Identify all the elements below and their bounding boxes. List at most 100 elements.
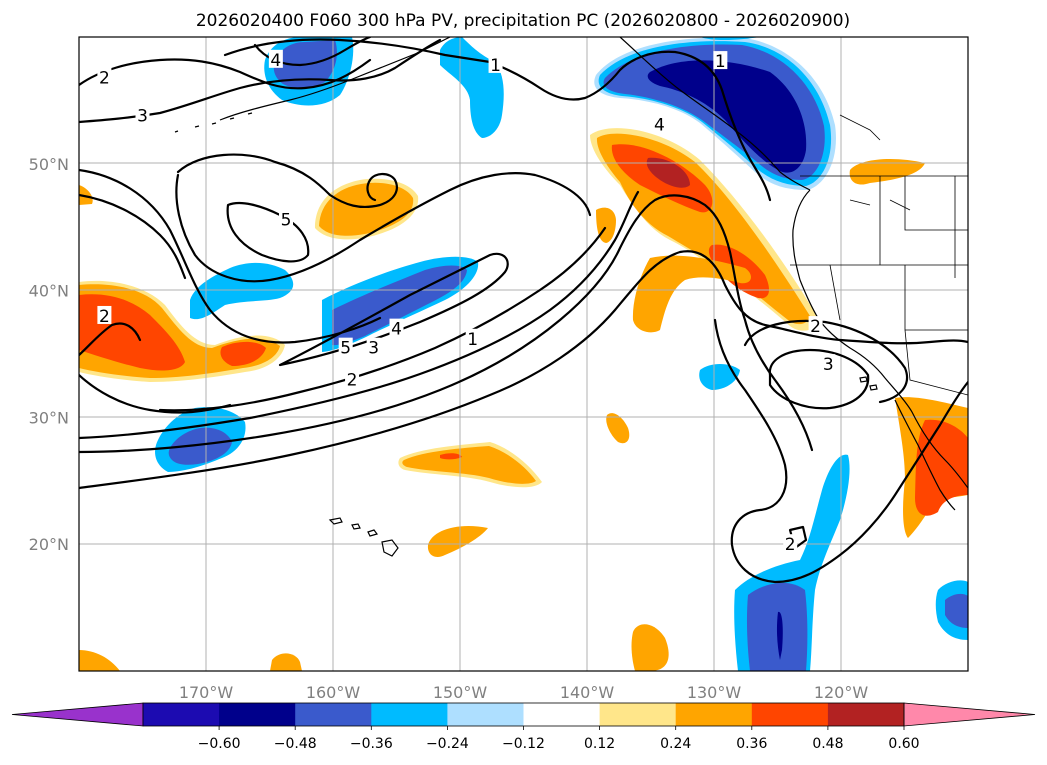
contour-label-halo: [821, 354, 836, 373]
colorbar-tick-label: 0.12: [584, 736, 615, 752]
pv-contour-trough-2: [713, 318, 968, 584]
pv-contour-cutoff-2: [743, 319, 908, 404]
political-borders: [790, 114, 968, 396]
pv-contour-5-loop: [176, 153, 398, 209]
border-states-2: [839, 114, 911, 211]
lat-tick-label: 20°N: [29, 535, 69, 554]
colorbar-over-triangle: [903, 702, 1036, 727]
contour-label: 2: [99, 69, 110, 89]
precip-pos-west-red-2: [220, 341, 266, 366]
precip-neg-tropic-navy: [776, 611, 783, 660]
contour-label: 1: [467, 330, 478, 350]
precip-pos-south-orange: [631, 624, 669, 671]
colorbar-swatch: [523, 703, 601, 726]
contour-label: 1: [490, 56, 501, 76]
contour-label: 2: [347, 370, 358, 390]
precip-neg-goa-navy: [647, 60, 807, 173]
colorbar-swatch: [675, 703, 753, 726]
pv-contour-2-jet: [79, 194, 814, 454]
contour-label-halo: [389, 318, 404, 337]
pv-contour-1-north: [223, 38, 772, 202]
colorbar-tick-label: 0.24: [660, 736, 691, 752]
gridlines: [79, 37, 968, 671]
precip-pos-bottomleft-orange: [79, 650, 120, 671]
coastline-baja: [894, 399, 956, 511]
contour-label-halo: [488, 54, 503, 73]
contour-label-halo: [279, 209, 294, 228]
contour-label-halo: [97, 305, 112, 324]
precip-pos-bottom-orange: [270, 653, 302, 671]
precip-pos-islet-orange: [606, 413, 630, 444]
lon-tick-label: 150°W: [433, 683, 488, 702]
precip-neg-east-blue: [945, 593, 968, 628]
colorbar-tick-label: 0.48: [812, 736, 843, 752]
contour-label-halo: [268, 49, 283, 68]
lon-tick-label: 160°W: [306, 683, 361, 702]
pv-contour-4-jet: [158, 226, 607, 412]
coastline-west-coast: [792, 189, 968, 489]
contour-label: 2: [810, 317, 821, 337]
contour-label-halo: [652, 114, 667, 133]
pv-contour-3-loop: [79, 193, 187, 280]
colorbar-swatch: [143, 703, 220, 726]
contour-label-halo: [713, 51, 728, 70]
colorbar-swatch: [599, 703, 677, 726]
lon-tick-label: 170°W: [179, 683, 234, 702]
pv-contour-3-jet: [79, 190, 640, 440]
pv-contour-mid-loop: [175, 172, 592, 283]
colorbar-tick-label: 0.36: [736, 736, 767, 752]
contour-label-halo: [366, 337, 381, 356]
colorbar-tick-label: −0.36: [350, 736, 393, 752]
precip-neg-small-cyan: [699, 364, 740, 390]
precip-neg-w40-cyan: [190, 262, 294, 320]
colorbar-tick-label: 0.60: [888, 736, 919, 752]
colorbar-swatch: [751, 703, 829, 726]
map-frame: [78, 36, 969, 672]
contour-label-halo: [135, 105, 150, 124]
coastline-hawaii: [328, 517, 399, 557]
colorbar-swatch: [219, 703, 296, 726]
pv-contour-2-north: [79, 58, 372, 90]
colorbar-tick-label: −0.24: [426, 736, 469, 752]
latitude-tick-labels: 20°N 30°N 40°N 50°N: [29, 155, 69, 554]
colorbar-tick-label: −0.48: [274, 736, 317, 752]
precip-pos-montana-orange: [849, 158, 925, 185]
pv-contour-west-loop: [79, 373, 232, 414]
precip-pos-hawaii-orange: [427, 525, 488, 557]
colorbar-swatch: [447, 703, 524, 726]
contour-label-halo: [808, 316, 823, 335]
precip-pos-northwest-orange: [79, 185, 93, 205]
contour-label: 3: [137, 107, 148, 127]
contour-label: 4: [391, 320, 402, 340]
contour-label-halo: [338, 337, 353, 356]
pv-contour-1-jet: [79, 250, 968, 490]
lat-tick-label: 50°N: [29, 155, 69, 174]
contour-label: 4: [270, 51, 281, 71]
lon-tick-label: 130°W: [687, 683, 742, 702]
contour-label-halo: [465, 328, 480, 347]
contour-label: 2: [99, 307, 110, 327]
chart-title: 2026020400 F060 300 hPa PV, precipitatio…: [196, 11, 850, 31]
contour-label: 3: [823, 355, 834, 375]
pv-contour-5-inner: [226, 201, 310, 263]
colorbar-tick-labels: −0.60 −0.48 −0.36 −0.24 −0.12 0.12 0.24 0.36 0.4…: [198, 726, 920, 752]
pv-contour-cutoff-3: [768, 348, 870, 410]
contour-label-halo: [97, 67, 112, 86]
lat-tick-label: 30°N: [29, 408, 69, 427]
border-states-1: [790, 176, 968, 396]
colorbar-swatch: [827, 703, 905, 726]
coastline-aleutian-islands: [174, 112, 253, 133]
colorbar-swatch: [295, 703, 372, 726]
lon-tick-label: 120°W: [814, 683, 869, 702]
contour-label: 3: [368, 339, 379, 359]
precip-pos-sub-red: [440, 453, 462, 460]
precip-pos-sub-orange: [402, 446, 536, 484]
contour-label: 2: [785, 535, 796, 555]
precip-pos-pnw-darkred: [646, 157, 690, 188]
colorbar: −0.60 −0.48 −0.36 −0.24 −0.12 0.12 0.24 0.36 0.4…: [11, 702, 1036, 752]
colorbar-tick-label: −0.60: [198, 736, 241, 752]
contour-label-halo: [345, 369, 360, 388]
lon-tick-label: 140°W: [560, 683, 615, 702]
